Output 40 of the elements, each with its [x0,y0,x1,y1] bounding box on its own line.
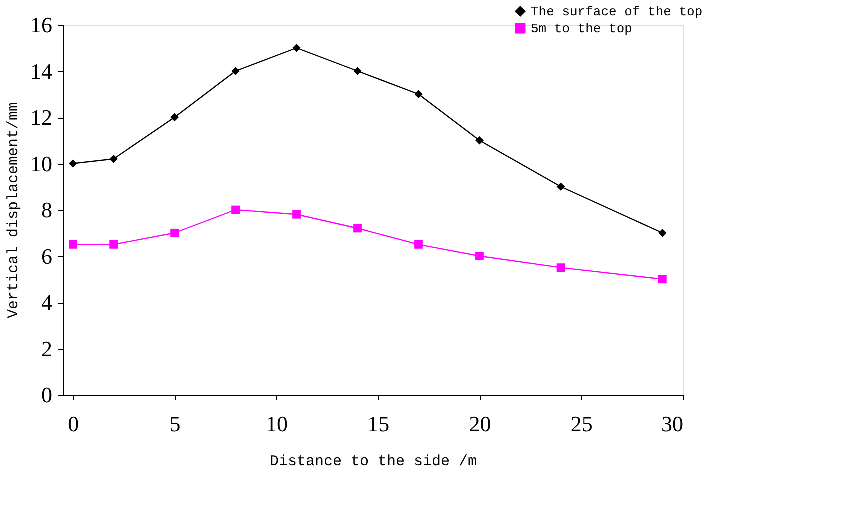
point [110,240,118,249]
x-tick-label: 0 [68,412,80,436]
y-tick-label: 10 [30,151,52,176]
point [110,154,118,164]
point [658,228,667,238]
y-tick-label: 0 [42,382,52,408]
x-tick-label: 5 [170,412,181,436]
point [354,224,362,233]
y-tick-label: 4 [42,290,52,315]
legend-label: The surface of the top [531,4,703,20]
x-axis-title: Distance to the side /m [270,454,478,470]
point [232,206,240,214]
point [232,67,240,76]
point [292,44,301,52]
y-axis-title: Vertical displacement/mm [6,102,22,319]
point [556,264,566,272]
y-tick-label: 8 [42,198,52,222]
point [658,275,667,284]
point [556,182,566,192]
point [170,113,179,122]
point [414,240,423,249]
x-tick-label: 10 [266,412,288,436]
y-tick-label: 2 [42,336,52,362]
point [476,136,484,145]
point [414,90,423,99]
point [170,228,179,238]
point [476,252,484,260]
x-tick-label: 20 [469,412,492,436]
x-tick-label: 30 [662,412,684,436]
legend-label: 5m to the top [531,22,632,36]
point [68,240,78,249]
y-tick-label: 16 [30,12,52,38]
x-tick-label: 25 [570,412,593,436]
point [292,210,301,219]
x-tick-label: 15 [368,412,390,436]
point [68,160,78,168]
y-tick-label: 12 [30,105,52,130]
y-tick-label: 14 [30,58,52,84]
y-tick-label: 6 [42,244,52,269]
point [354,67,362,76]
